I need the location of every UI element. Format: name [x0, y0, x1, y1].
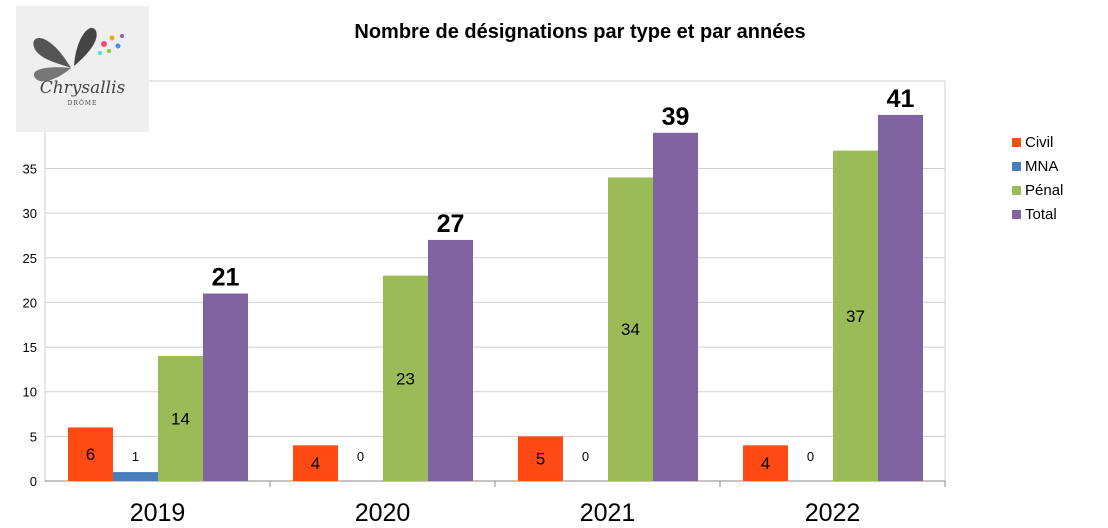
bar-total-2019	[203, 293, 248, 481]
data-label-mna: 0	[807, 449, 814, 464]
data-label-civil: 4	[311, 454, 320, 473]
data-label-mna: 0	[582, 449, 589, 464]
bar-pénal-2022	[833, 150, 878, 481]
bars	[68, 114, 923, 482]
x-tick-label: 2022	[805, 499, 861, 527]
data-label-mna: 0	[357, 449, 364, 464]
legend-label-mna: MNA	[1025, 158, 1058, 175]
data-label-total: 39	[662, 103, 690, 131]
data-label-total: 21	[212, 264, 240, 292]
butterfly-icon	[33, 27, 124, 82]
bar-pénal-2020	[383, 275, 428, 481]
chart-title: Nombre de désignations par type et par a…	[354, 21, 805, 43]
bar-civil-2021	[518, 436, 563, 481]
y-tick-label: 5	[30, 429, 37, 444]
bar-civil-2022	[743, 445, 788, 481]
y-tick-label: 0	[30, 474, 37, 489]
y-tick-label: 15	[23, 340, 37, 355]
bar-mna-2019	[113, 472, 158, 481]
bar-total-2020	[428, 239, 473, 481]
data-label-pénal: 14	[171, 410, 190, 429]
data-label-pénal: 34	[621, 320, 640, 339]
legend: Civil MNA Pénal Total	[1012, 134, 1063, 223]
y-tick-label: 35	[23, 162, 37, 177]
x-tick-label: 2021	[580, 499, 636, 527]
x-tick-label: 2020	[355, 499, 411, 527]
data-label-civil: 4	[761, 454, 770, 473]
data-label-mna: 1	[132, 449, 139, 464]
legend-label-pénal: Pénal	[1025, 182, 1063, 199]
legend-label-total: Total	[1025, 206, 1057, 223]
legend-swatch-pénal	[1012, 186, 1021, 195]
legend-label-civil: Civil	[1025, 134, 1053, 151]
y-tick-label: 10	[23, 385, 37, 400]
data-label-civil: 5	[536, 450, 545, 469]
legend-swatch-total	[1012, 210, 1021, 219]
x-tick-label: 2019	[130, 499, 186, 527]
bar-civil-2020	[293, 445, 338, 481]
bar-civil-2019	[68, 427, 113, 481]
bar-pénal-2019	[158, 356, 203, 481]
data-label-pénal: 37	[846, 307, 865, 326]
y-tick-label: 30	[23, 206, 37, 221]
legend-swatch-civil	[1012, 138, 1021, 147]
data-label-civil: 6	[86, 445, 95, 464]
data-label-total: 27	[437, 210, 465, 238]
logo-subtitle: DRÔME	[67, 100, 98, 107]
legend-swatch-mna	[1012, 162, 1021, 171]
y-tick-label: 25	[23, 251, 37, 266]
bar-total-2022	[878, 114, 923, 481]
y-tick-label: 20	[23, 295, 37, 310]
bar-total-2021	[653, 132, 698, 482]
data-label-pénal: 23	[396, 369, 415, 388]
logo-name: Chrysallis	[39, 78, 126, 98]
data-label-total: 41	[887, 85, 915, 113]
bar-pénal-2021	[608, 177, 653, 481]
chrysallis-logo: Chrysallis DRÔME	[16, 6, 149, 132]
